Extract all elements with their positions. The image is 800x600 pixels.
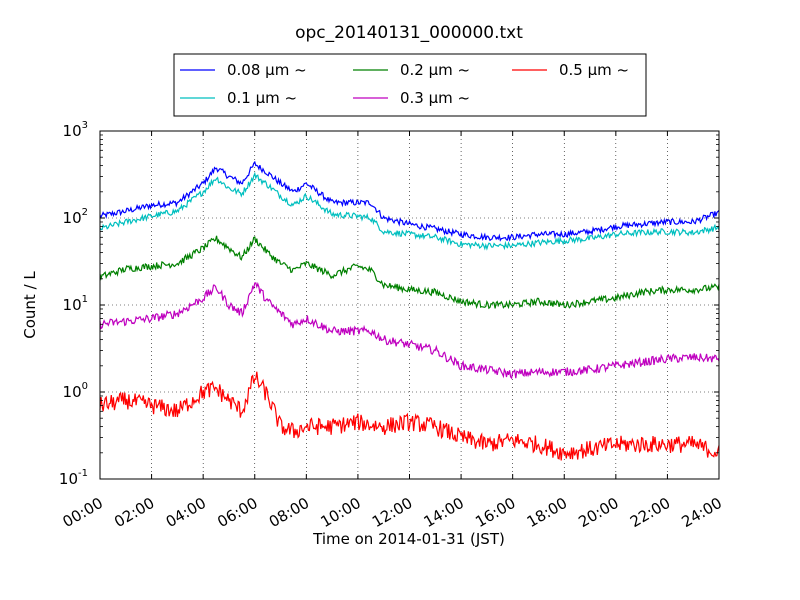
legend-label: 0.3 μm ~ bbox=[400, 89, 470, 107]
series-line bbox=[99, 281, 720, 380]
ticks bbox=[99, 130, 720, 480]
series-group bbox=[99, 160, 720, 461]
legend-label: 0.1 μm ~ bbox=[227, 89, 297, 107]
x-axis-label: Time on 2014-01-31 (JST) bbox=[312, 530, 505, 548]
y-tick-label: 10-1 bbox=[59, 468, 88, 488]
legend: 0.08 μm ~ 0.1 μm ~ 0.2 μm ~ 0.3 μm ~ 0.5 μm … bbox=[173, 53, 647, 117]
legend-label: 0.08 μm ~ bbox=[227, 61, 307, 79]
series-line bbox=[99, 160, 720, 242]
y-tick-label: 100 bbox=[63, 381, 88, 401]
legend-box bbox=[173, 53, 647, 117]
y-tick-label: 102 bbox=[63, 207, 88, 227]
legend-label: 0.5 μm ~ bbox=[559, 61, 629, 79]
chart-title: opc_20140131_000000.txt bbox=[295, 23, 523, 43]
legend-label: 0.2 μm ~ bbox=[400, 61, 470, 79]
y-tick-label: 101 bbox=[63, 294, 88, 314]
y-axis-label: Count / L bbox=[21, 271, 39, 339]
y-tick-label: 103 bbox=[63, 120, 88, 140]
y-tick-labels: 10-1 100 101 102 103 bbox=[59, 120, 88, 488]
series-line bbox=[99, 371, 720, 461]
series-line bbox=[99, 171, 720, 251]
series-line bbox=[99, 235, 720, 310]
